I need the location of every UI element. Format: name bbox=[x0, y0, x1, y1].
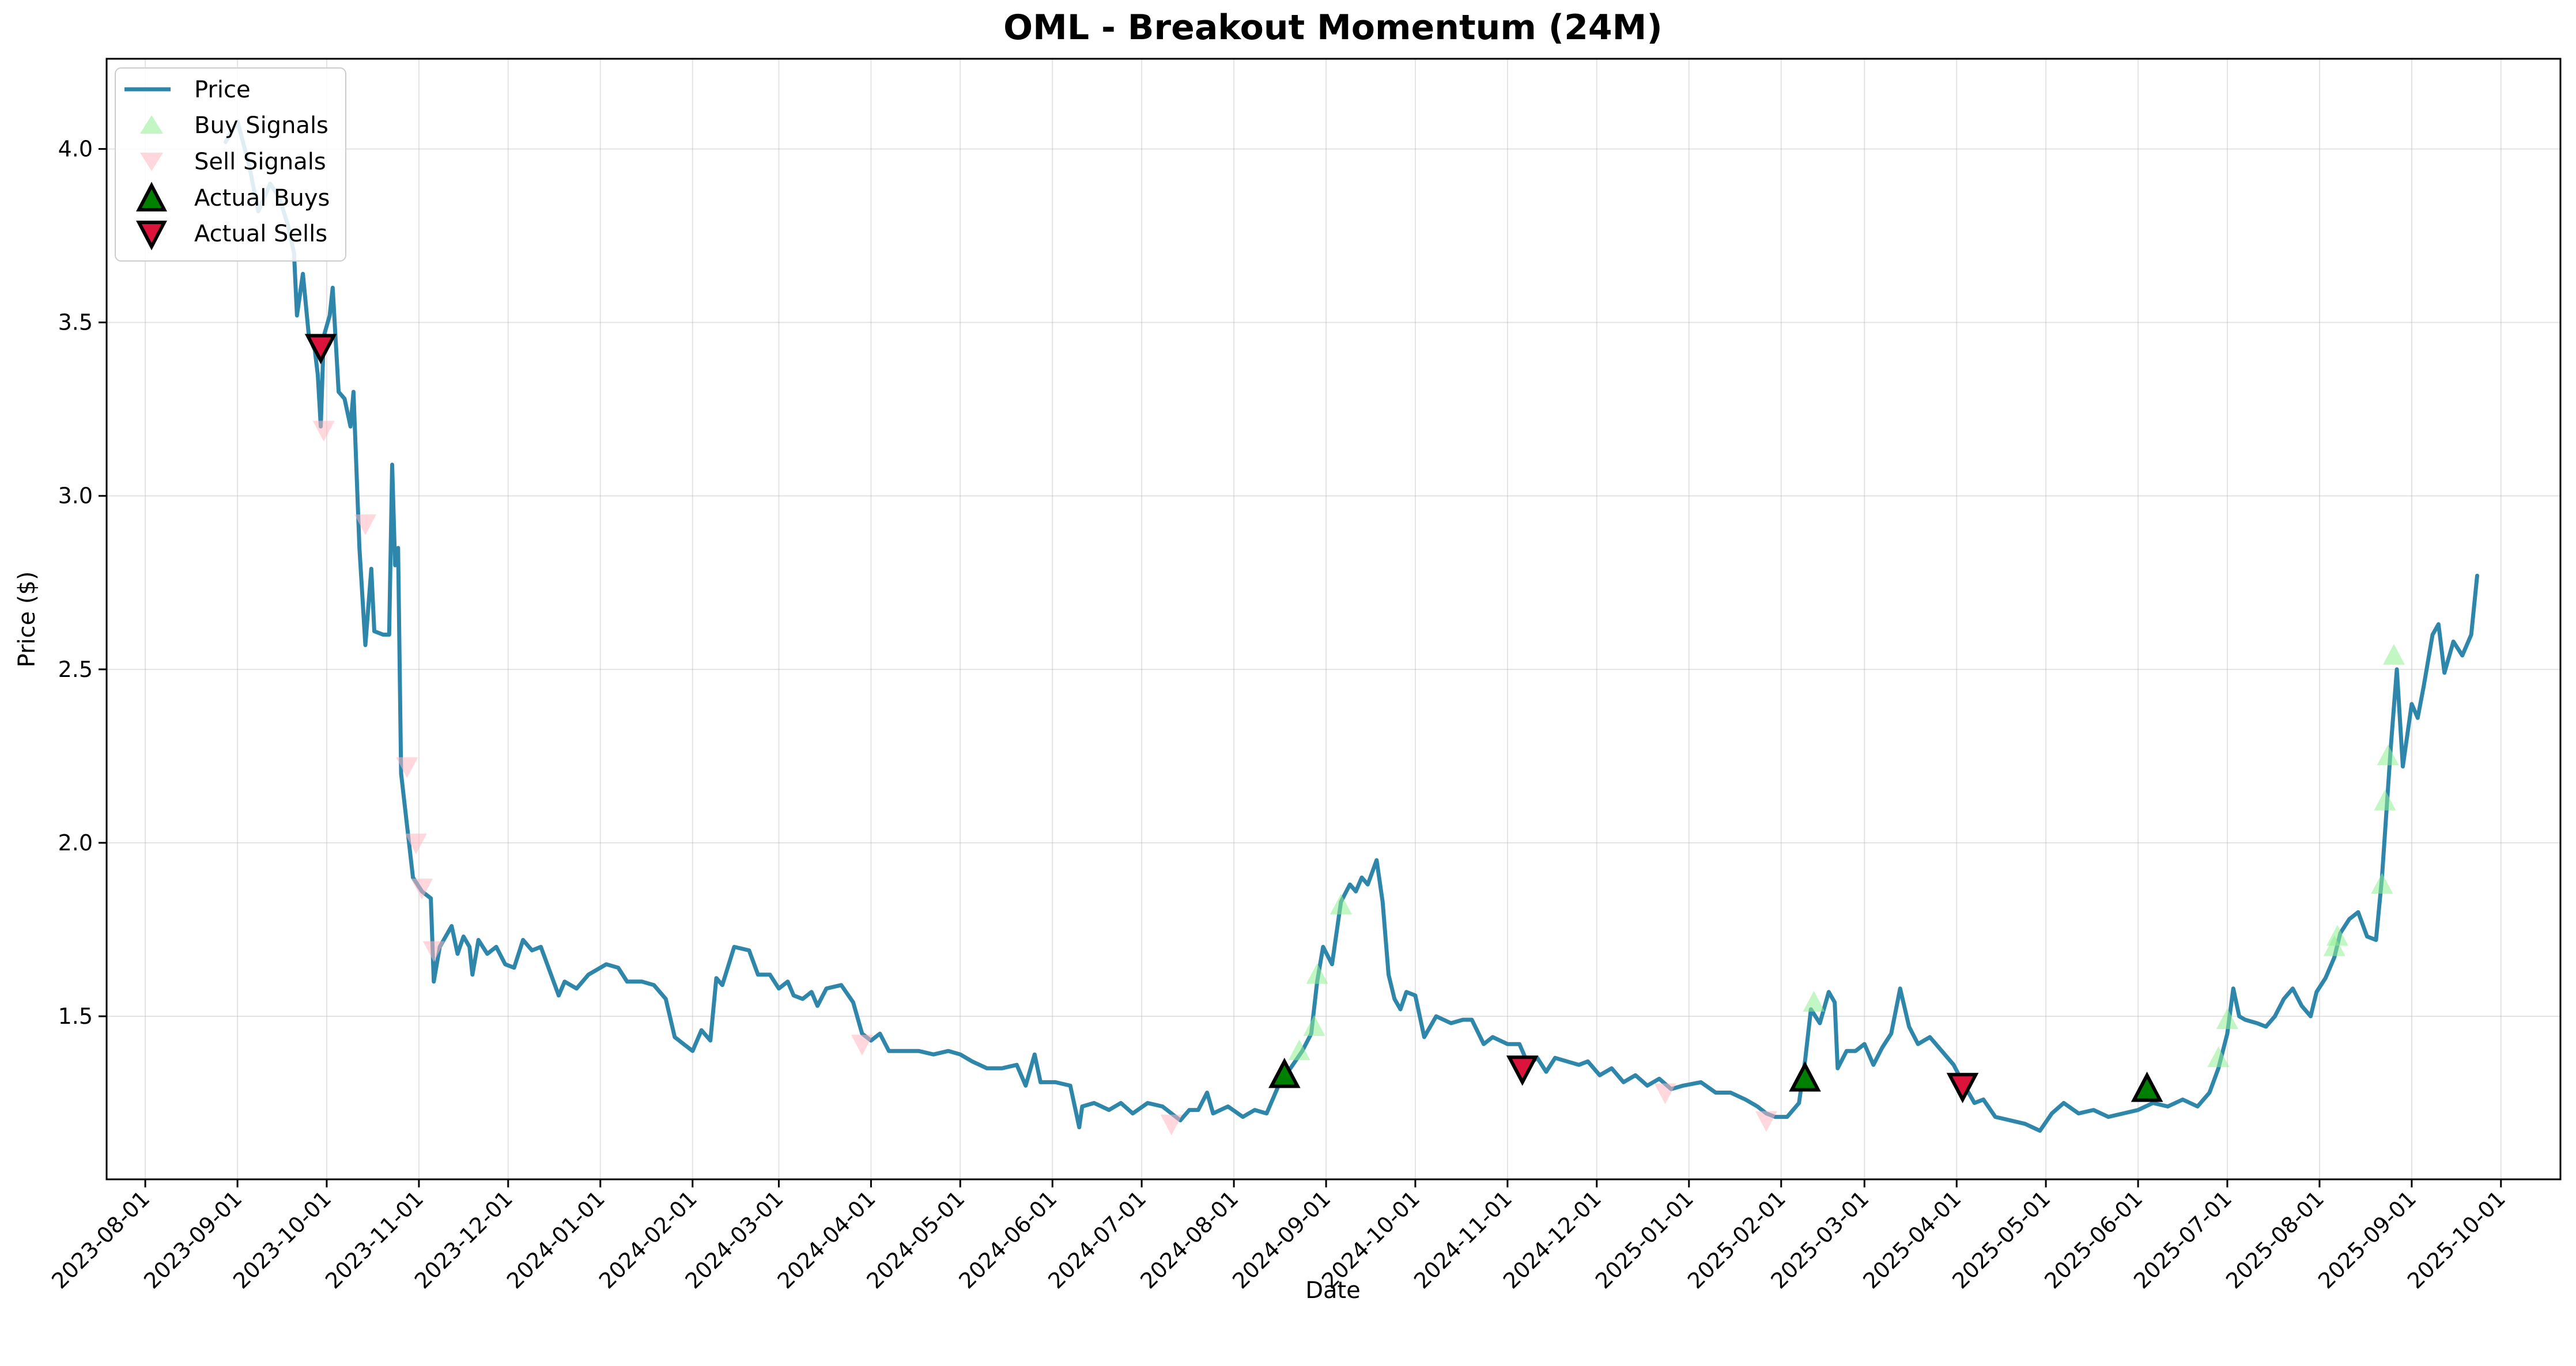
y-tick-label: 2.0 bbox=[58, 830, 93, 856]
sell-signals-series bbox=[312, 421, 1777, 1136]
sell-signal-marker bbox=[1654, 1083, 1676, 1104]
sell-signal-marker bbox=[851, 1035, 873, 1056]
actual-buys-series bbox=[1268, 1057, 2163, 1102]
legend-actual-buy-marker bbox=[136, 181, 167, 211]
actual-sell-marker bbox=[1506, 1055, 1539, 1086]
buy-signal-marker bbox=[2216, 1008, 2238, 1030]
actual-sell-marker bbox=[304, 334, 337, 365]
sell-signal-marker bbox=[354, 514, 377, 535]
actual-sell-marker bbox=[1946, 1073, 1979, 1103]
legend-label-actual-sells: Actual Sells bbox=[194, 221, 327, 247]
buy-signal-marker bbox=[2326, 925, 2348, 946]
buy-signal-marker bbox=[1306, 963, 1328, 984]
plot-background bbox=[107, 59, 2560, 1179]
buy-signal-marker bbox=[1803, 990, 1825, 1012]
legend-buy-signal-marker bbox=[140, 115, 163, 134]
sell-signal-marker bbox=[422, 941, 445, 962]
plot-frame bbox=[105, 58, 2562, 1180]
legend-sell-signal-marker bbox=[140, 153, 163, 171]
buy-signals-series bbox=[1288, 644, 2405, 1068]
buy-signal-marker bbox=[2371, 873, 2393, 894]
actual-buy-marker bbox=[2131, 1072, 2163, 1102]
buy-signal-marker bbox=[2374, 789, 2396, 811]
legend: Price Buy Signals Sell Signals Actual Bu… bbox=[115, 67, 346, 262]
buy-signal-marker bbox=[2377, 744, 2399, 766]
y-tick-label: 1.5 bbox=[58, 1004, 93, 1029]
sell-signal-marker bbox=[411, 879, 433, 900]
sell-signal-marker bbox=[396, 757, 418, 778]
sell-signal-marker bbox=[312, 421, 335, 442]
actual-buy-marker bbox=[1268, 1057, 1301, 1088]
buy-signal-marker bbox=[1329, 894, 1352, 915]
buy-signal-marker bbox=[2323, 935, 2345, 956]
legend-box bbox=[115, 67, 346, 262]
x-axis-label: Date bbox=[1305, 1277, 1361, 1304]
legend-label-price: Price bbox=[194, 77, 251, 103]
sell-signal-marker bbox=[405, 833, 427, 854]
sell-signal-marker bbox=[1160, 1114, 1183, 1136]
y-axis: 1.5 2.0 2.5 3.0 3.5 4.0 bbox=[58, 137, 107, 1029]
y-axis-label: Price ($) bbox=[14, 572, 40, 668]
y-tick-label: 3.0 bbox=[58, 483, 93, 509]
buy-signal-marker bbox=[1288, 1039, 1310, 1061]
chart-title: OML - Breakout Momentum (24M) bbox=[1003, 7, 1663, 48]
actual-sells-series bbox=[304, 334, 1979, 1103]
legend-label-buy-signals: Buy Signals bbox=[194, 112, 328, 139]
buy-signal-marker bbox=[2382, 644, 2405, 665]
legend-actual-sell-marker bbox=[136, 221, 167, 251]
y-tick-label: 3.5 bbox=[58, 310, 93, 335]
y-tick-label: 4.0 bbox=[58, 137, 93, 162]
buy-signal-marker bbox=[2207, 1046, 2230, 1068]
legend-label-sell-signals: Sell Signals bbox=[194, 149, 326, 175]
actual-buy-marker bbox=[1789, 1061, 1821, 1092]
sell-signal-marker bbox=[1755, 1111, 1777, 1132]
buy-signal-marker bbox=[1303, 1015, 1325, 1036]
y-tick-label: 2.5 bbox=[58, 657, 93, 682]
legend-label-actual-buys: Actual Buys bbox=[194, 185, 330, 211]
